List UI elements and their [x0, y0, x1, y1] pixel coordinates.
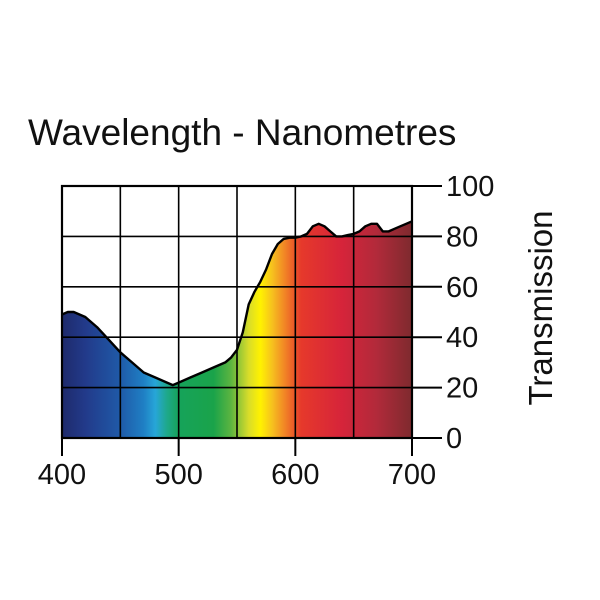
y-tick-label: 60: [446, 272, 478, 304]
y-tick-label: 80: [446, 221, 478, 253]
x-tick-label: 500: [154, 459, 202, 491]
transmission-series-line: [61, 220, 413, 387]
x-tick-label: 600: [271, 459, 319, 491]
y-tick-label: 20: [446, 373, 478, 405]
transmission-area: [62, 221, 412, 438]
y-tick-label: 40: [446, 322, 478, 354]
curve-layer: [61, 220, 413, 387]
y-tick-label: 100: [446, 171, 494, 203]
y-axis-label: Transmission: [522, 211, 559, 406]
grid-layer: [62, 186, 412, 438]
plot-frame: [60, 184, 414, 440]
x-tick-label: 700: [388, 459, 436, 491]
x-tick-label: 400: [38, 459, 86, 491]
y-tick-label: 0: [446, 423, 462, 455]
x-axis-ticks: 400 500 600 700: [38, 438, 436, 491]
y-axis-ticks: 0 20 40 60 80 100: [412, 171, 494, 455]
chart-title: Wavelength - Nanometres: [28, 112, 456, 153]
spectrum-area-layer: [62, 221, 412, 438]
